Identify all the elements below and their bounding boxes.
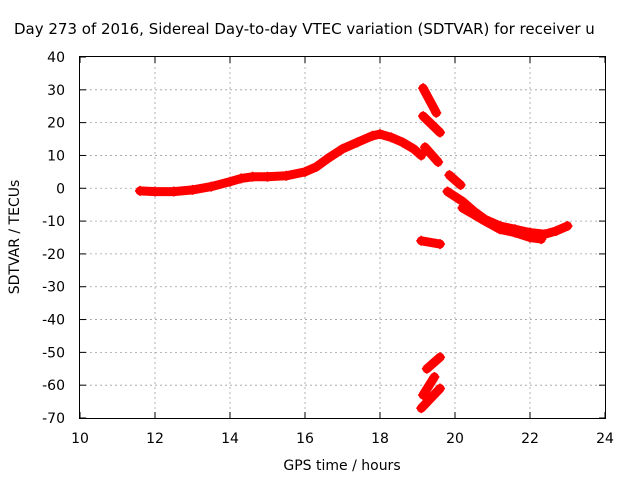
series-7-band [444, 170, 466, 190]
series-1-point-12 [311, 161, 322, 172]
series-10-point-2 [429, 371, 440, 382]
series-1-point-20 [408, 143, 419, 154]
series-1-point-4 [187, 184, 198, 195]
series-6-point-1 [420, 142, 430, 153]
y-tick-label--50: -50 [42, 345, 65, 361]
series-9-point-1 [421, 363, 432, 374]
series-8 [416, 235, 445, 250]
series-7-point-2 [455, 179, 466, 190]
series-1-point-15 [352, 137, 363, 148]
series-1-point-7 [236, 173, 247, 184]
y-tick-label--10: -10 [42, 214, 65, 230]
series-1-point-21 [416, 150, 427, 161]
series-group [135, 83, 573, 414]
series-1-point-5 [206, 181, 217, 192]
series-1-point-17 [375, 129, 385, 140]
series-8-point-2 [435, 239, 445, 250]
x-axis-label: GPS time / hours [283, 458, 400, 474]
series-1-point-16 [367, 130, 378, 141]
y-tick-label-0: 0 [56, 181, 65, 197]
y-tick-label--40: -40 [42, 313, 65, 329]
series-1-point-1 [135, 185, 145, 196]
y-tick-label--30: -30 [42, 280, 65, 296]
x-tick-label-24: 24 [596, 431, 614, 447]
series-1-point-13 [322, 153, 333, 164]
series-3-point-4 [495, 224, 505, 235]
y-tick-label-40: 40 [47, 50, 65, 66]
series-10 [418, 371, 440, 401]
series-1-point-8 [247, 171, 258, 182]
y-axis-label: SDTVAR / TECUs [7, 180, 23, 295]
series-1-point-14 [337, 143, 348, 154]
series-5 [418, 111, 445, 138]
series-11-point-1 [416, 403, 427, 414]
series-1-band [135, 129, 426, 197]
series-3-point-1 [457, 202, 468, 213]
series-9 [421, 352, 445, 374]
y-tick-labels: -70 -60 -50 -40 -30 -20 -10 0 10 20 30 40 [42, 50, 65, 427]
series-1-point-3 [168, 186, 179, 197]
axis-ticks [79, 56, 606, 419]
y-tick-label-30: 30 [47, 83, 65, 99]
series-2-point-10 [562, 221, 573, 232]
series-2-point-1 [442, 186, 453, 197]
series-1-point-18 [386, 132, 397, 143]
x-tick-label-18: 18 [371, 431, 389, 447]
series-3-point-6 [525, 232, 535, 243]
series-3-point-3 [480, 216, 490, 227]
series-1 [135, 129, 427, 197]
series-11 [416, 383, 445, 414]
series-10-band [418, 372, 439, 400]
series-5-band [418, 111, 445, 137]
x-tick-label-12: 12 [146, 431, 164, 447]
series-3 [457, 202, 547, 245]
series-1-point-9 [262, 171, 273, 182]
series-3-point-5 [510, 227, 520, 238]
chart-title: Day 273 of 2016, Sidereal Day-to-day VTE… [14, 20, 595, 38]
x-tick-label-22: 22 [521, 431, 539, 447]
series-1-point-11 [300, 166, 310, 177]
series-11-band [416, 384, 445, 413]
y-tick-label--70: -70 [42, 411, 65, 427]
series-6-band [420, 142, 443, 167]
series-7-point-1 [444, 170, 455, 181]
series-7 [444, 170, 466, 190]
series-3-point-2 [468, 209, 479, 220]
series-5-point-1 [418, 111, 429, 122]
series-1-point-6 [225, 176, 235, 187]
x-tick-labels: 10 12 14 16 18 20 22 24 [71, 431, 614, 447]
series-9-point-2 [435, 352, 445, 363]
series-4-band [418, 83, 441, 118]
series-5-point-2 [435, 127, 445, 138]
series-4 [418, 83, 442, 118]
series-3-point-7 [536, 234, 547, 245]
series-4-point-2 [431, 107, 442, 118]
x-tick-label-10: 10 [71, 431, 89, 447]
series-10-point-1 [418, 390, 429, 401]
series-11-point-2 [435, 383, 445, 394]
series-1-point-2 [150, 186, 160, 197]
series-1-point-10 [281, 170, 292, 181]
y-tick-label--20: -20 [42, 247, 65, 263]
series-4-point-1 [418, 83, 429, 94]
plot-frame [79, 56, 606, 419]
series-6-point-2 [433, 157, 444, 168]
y-tick-label--60: -60 [42, 378, 65, 394]
x-tick-label-16: 16 [296, 431, 314, 447]
series-6 [420, 142, 444, 168]
series-9-band [422, 352, 445, 374]
series-8-point-1 [416, 235, 427, 246]
x-tick-label-20: 20 [446, 431, 464, 447]
x-tick-label-14: 14 [221, 431, 239, 447]
y-tick-label-10: 10 [47, 148, 65, 164]
series-2-point-9 [551, 225, 562, 236]
y-tick-label-20: 20 [47, 116, 65, 132]
series-1-point-19 [397, 137, 408, 148]
